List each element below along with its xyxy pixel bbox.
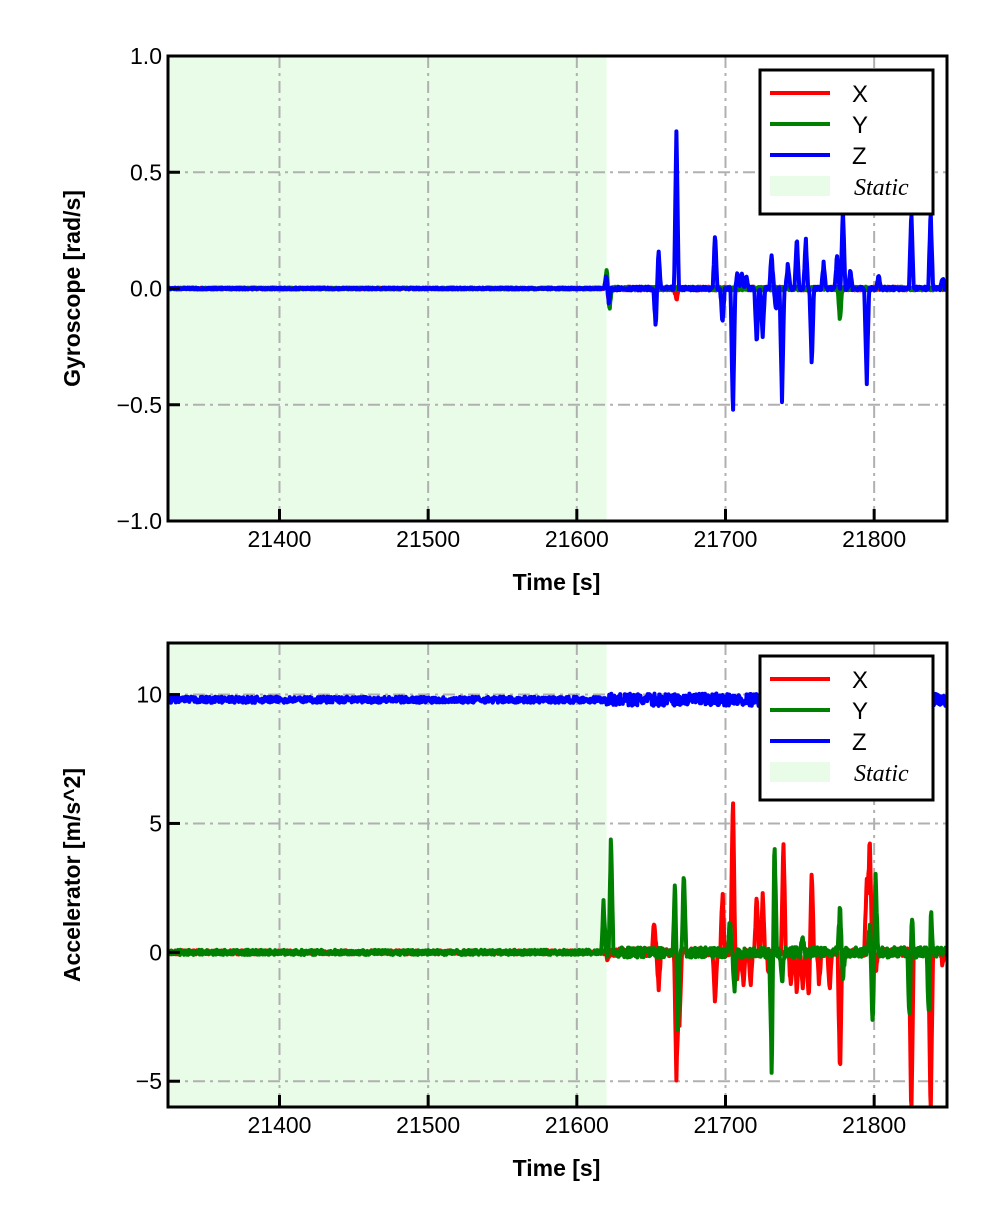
x-tick-label: 21800 xyxy=(842,1112,906,1138)
x-axis-label: Time [s] xyxy=(513,569,601,595)
y-tick-label: −5 xyxy=(136,1068,162,1094)
legend-label-static: Static xyxy=(854,175,909,201)
series-line-y xyxy=(168,837,947,1075)
legend-label: Z xyxy=(852,729,867,756)
x-tick-label: 21400 xyxy=(248,526,312,552)
y-tick-label: −1.0 xyxy=(117,508,162,534)
y-tick-label: 10 xyxy=(136,682,162,708)
x-tick-label: 21600 xyxy=(545,1112,609,1138)
y-tick-label: −0.5 xyxy=(117,392,162,418)
legend-label: X xyxy=(852,667,868,694)
legend-label: Z xyxy=(852,143,867,170)
x-tick-label: 21700 xyxy=(694,526,758,552)
y-axis-label: Accelerator [m/s^2] xyxy=(59,768,85,982)
x-tick-label: 21400 xyxy=(248,1112,312,1138)
x-tick-label: 21500 xyxy=(396,1112,460,1138)
x-axis-label: Time [s] xyxy=(513,1155,601,1181)
x-tick-label: 21700 xyxy=(694,1112,758,1138)
legend-label-static: Static xyxy=(854,761,909,787)
static-region xyxy=(168,643,607,1107)
legend-swatch-static xyxy=(770,176,830,196)
series-group xyxy=(168,129,947,412)
y-tick-label: 5 xyxy=(149,810,162,836)
legend-label: Y xyxy=(852,112,868,139)
legend-label: X xyxy=(852,81,868,108)
legend-label: Y xyxy=(852,698,868,725)
legend: XYZ Static xyxy=(758,654,935,802)
series-line-z xyxy=(168,129,947,412)
y-tick-label: 0.0 xyxy=(130,276,162,302)
subplot-accelerator: 21400 21500 21600 21700 21800 −5 0 5 10 Time [s] A… xyxy=(59,641,949,1181)
x-tick-label: 21800 xyxy=(842,526,906,552)
x-tick-label: 21500 xyxy=(396,526,460,552)
y-axis-label: Gyroscope [rad/s] xyxy=(59,190,85,387)
y-tick-label: 0.5 xyxy=(130,159,162,185)
legend-swatch-static xyxy=(770,762,830,782)
legend: XYZ Static xyxy=(758,68,935,216)
axes-frame xyxy=(166,641,949,1109)
y-tick-label: 1.0 xyxy=(130,43,162,69)
y-tick-label: 0 xyxy=(149,939,162,965)
x-tick-label: 21600 xyxy=(545,526,609,552)
subplot-gyroscope: 21400 21500 21600 21700 21800 −1.0 −0.5 0.0 0.5 1… xyxy=(59,43,949,595)
